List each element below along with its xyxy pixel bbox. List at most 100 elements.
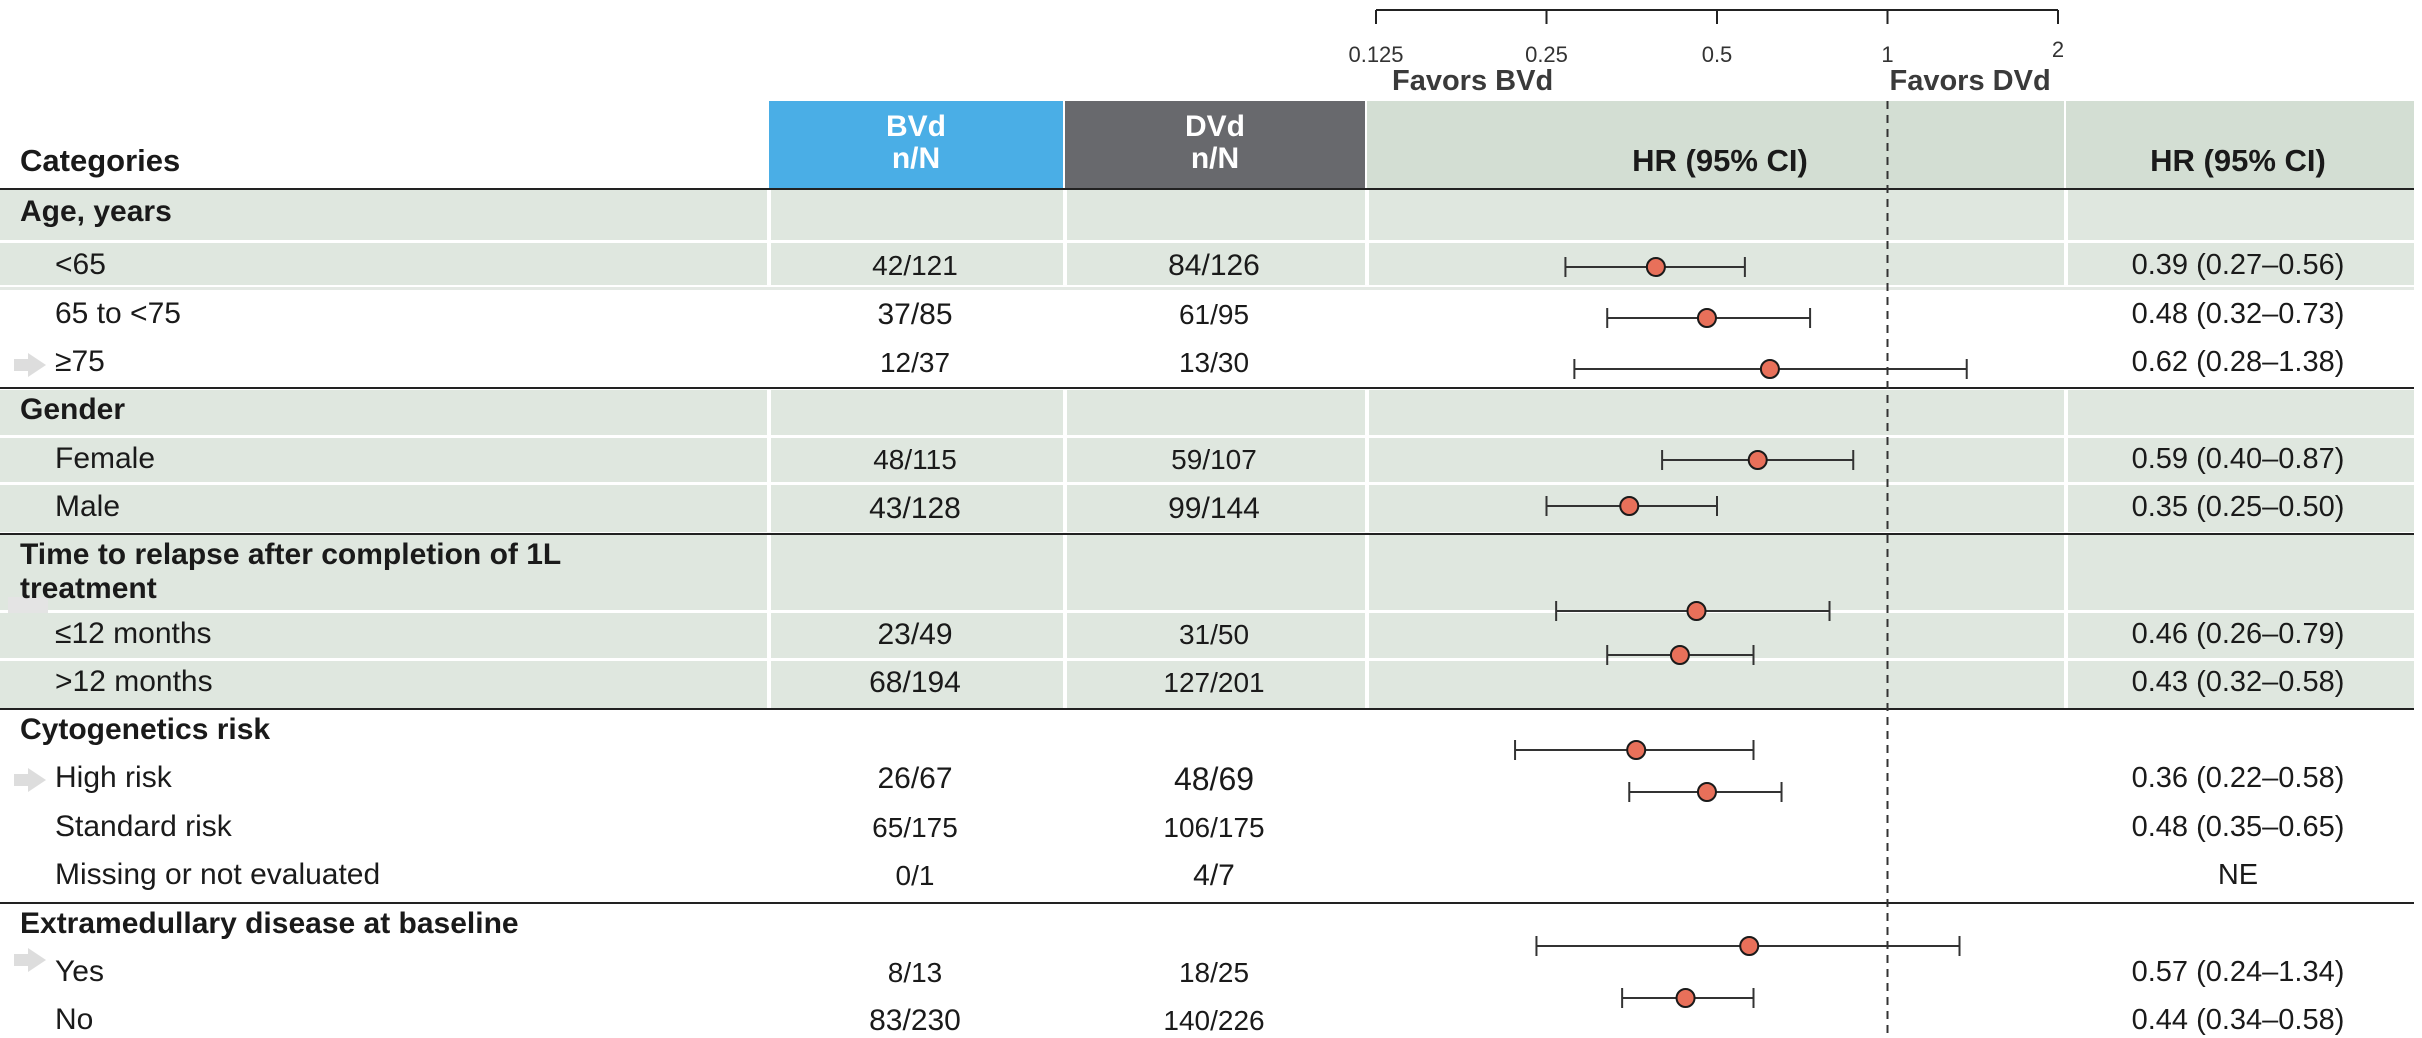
x-tick-label: 0.25 xyxy=(1525,42,1568,67)
favors-bvd-label: Favors BVd xyxy=(1392,65,1553,97)
dvd-header: DVd n/N xyxy=(1065,111,1365,199)
hr-plot-header-cell xyxy=(1367,101,2064,189)
hr-point xyxy=(1626,740,1647,760)
hr-point xyxy=(1686,601,1707,621)
header-bottom-line xyxy=(0,188,2414,190)
group-divider xyxy=(0,708,2414,710)
row-marker-arrow-icon xyxy=(14,768,46,792)
hr-text: 0.62 (0.28–1.38) xyxy=(2131,346,2345,378)
x-tick-label: 1 xyxy=(1881,42,1893,67)
dvd-count: 127/201 xyxy=(1163,667,1265,698)
bvd-count: 37/85 xyxy=(877,298,953,331)
dvd-count: 4/7 xyxy=(1193,859,1235,892)
hr-point xyxy=(1747,450,1768,470)
row-label: No xyxy=(55,1003,94,1036)
bvd-count: 8/13 xyxy=(887,957,943,988)
hr-text: 0.59 (0.40–0.87) xyxy=(2131,443,2345,475)
row-marker-block xyxy=(8,597,48,613)
group-heading-age: Age, years xyxy=(20,195,172,228)
dvd-header-line1: DVd xyxy=(1185,110,1245,143)
group-heading-extramedullary: Extramedullary disease at baseline xyxy=(20,907,519,940)
row-sep xyxy=(0,658,2414,661)
bvd-count: 65/175 xyxy=(872,812,958,843)
col-sep-2 xyxy=(1063,190,1067,710)
dvd-count: 106/175 xyxy=(1163,812,1265,843)
hr-text: 0.48 (0.32–0.73) xyxy=(2131,298,2345,330)
bvd-count: 68/194 xyxy=(869,666,961,699)
row-label: Standard risk xyxy=(55,810,232,843)
col-sep-3 xyxy=(1365,190,1369,710)
hr-text: 0.35 (0.25–0.50) xyxy=(2131,491,2345,523)
hr-text: 0.43 (0.32–0.58) xyxy=(2131,666,2345,698)
bvd-header-cell xyxy=(769,101,1063,189)
bvd-header-line1: BVd xyxy=(886,110,946,143)
row-label: ≤12 months xyxy=(55,617,212,650)
row-label: Yes xyxy=(55,955,104,988)
row-marker-arrow-icon xyxy=(14,353,46,377)
favors-dvd-label: Favors DVd xyxy=(1890,65,2051,97)
age-group-underline xyxy=(0,287,2414,290)
group-heading-cytogenetics: Cytogenetics risk xyxy=(20,713,271,746)
row-label: >12 months xyxy=(55,665,213,698)
bvd-count: 12/37 xyxy=(879,347,951,378)
bvd-header-line2: n/N xyxy=(891,142,941,175)
dvd-count: 13/30 xyxy=(1178,347,1250,378)
hr-text: 0.48 (0.35–0.65) xyxy=(2131,811,2345,843)
dvd-count: 31/50 xyxy=(1178,619,1250,650)
band-age xyxy=(0,190,2414,285)
dvd-count: 140/226 xyxy=(1163,1005,1265,1036)
bvd-count: 43/128 xyxy=(869,492,961,525)
band-gender xyxy=(0,390,2414,532)
col-sep-4 xyxy=(2064,190,2068,710)
dvd-header-cell xyxy=(1065,101,1365,189)
hr-point xyxy=(1759,359,1780,379)
row-sep xyxy=(0,240,2414,243)
hr-text-header-cell xyxy=(2066,101,2414,189)
row-label: Female xyxy=(55,442,156,475)
col-sep-1 xyxy=(767,190,771,710)
band-relapse xyxy=(0,535,2414,709)
row-label: High risk xyxy=(55,761,172,794)
bvd-count: 83/230 xyxy=(869,1004,961,1037)
x-tick-label: 0.125 xyxy=(1348,42,1403,67)
x-tick-label: 2 xyxy=(2052,37,2064,62)
bvd-count: 0/1 xyxy=(895,860,935,891)
hr-text: 0.46 (0.26–0.79) xyxy=(2131,618,2345,650)
bvd-header: BVd n/N xyxy=(769,111,1063,199)
hr-point xyxy=(1619,496,1640,516)
row-sep xyxy=(0,610,2414,613)
hr-text: 0.36 (0.22–0.58) xyxy=(2131,762,2345,794)
hr-point xyxy=(1645,257,1666,277)
group-heading-relapse: Time to relapse after completion of 1L t… xyxy=(20,538,561,605)
row-label: Male xyxy=(55,490,121,523)
group-divider xyxy=(0,902,2414,904)
row-label: Missing or not evaluated xyxy=(55,858,381,891)
dvd-count: 99/144 xyxy=(1168,492,1260,525)
row-marker-arrow-icon xyxy=(14,948,46,972)
bvd-count: 23/49 xyxy=(877,618,953,651)
hr-text: 0.44 (0.34–0.58) xyxy=(2131,1004,2345,1036)
row-label: ≥75 xyxy=(55,345,105,378)
group-divider xyxy=(0,387,2414,389)
bvd-count: 48/115 xyxy=(873,444,957,475)
dvd-header-line2: n/N xyxy=(1190,142,1240,175)
row-sep xyxy=(0,482,2414,485)
group-divider xyxy=(0,533,2414,535)
hr-point xyxy=(1669,645,1690,665)
hr-text-header: HR (95% CI) xyxy=(2150,143,2326,178)
group-heading-gender: Gender xyxy=(20,393,126,426)
hr-point xyxy=(1675,988,1696,1008)
row-label: <65 xyxy=(55,248,106,281)
dvd-count: 84/126 xyxy=(1168,249,1260,282)
hr-point xyxy=(1739,936,1760,956)
bvd-count: 26/67 xyxy=(877,762,953,795)
hr-plot-header: HR (95% CI) xyxy=(1632,143,1808,178)
hr-point xyxy=(1696,308,1717,328)
categories-header: Categories xyxy=(20,143,181,178)
bvd-count: 42/121 xyxy=(872,250,958,281)
dvd-count: 18/25 xyxy=(1178,957,1250,988)
hr-point xyxy=(1696,782,1717,802)
dvd-count: 61/95 xyxy=(1178,299,1250,330)
dvd-count: 48/69 xyxy=(1173,761,1255,797)
